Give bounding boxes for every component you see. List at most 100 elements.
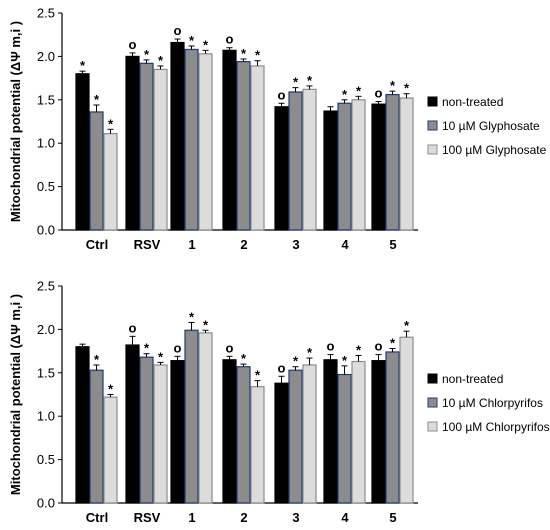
significance-star: * — [293, 75, 299, 90]
x-tick-label: 2 — [240, 510, 247, 525]
y-axis-label: Mitochondrial potential (ΔΨ m,i ) — [8, 21, 23, 222]
significance-star: * — [241, 351, 247, 366]
x-tick-label: Ctrl — [86, 510, 108, 525]
significance-star: * — [404, 318, 410, 333]
legend-entry: non-treated — [442, 95, 503, 109]
bar — [89, 369, 104, 504]
bar — [139, 356, 154, 504]
significance-circle: o — [375, 86, 383, 101]
significance-circle: o — [375, 339, 383, 354]
bar — [153, 364, 168, 504]
significance-star: * — [80, 58, 86, 73]
bar — [125, 55, 140, 231]
significance-star: * — [144, 47, 150, 62]
bar — [337, 373, 352, 504]
significance-star: * — [241, 46, 247, 61]
y-tick-label: 0.0 — [37, 496, 55, 511]
significance-star: * — [203, 317, 209, 332]
y-tick-label: 0.5 — [37, 179, 55, 194]
legend-swatch — [427, 120, 438, 131]
bar — [139, 62, 154, 231]
significance-star: * — [158, 53, 164, 68]
x-tick-label: 1 — [188, 510, 195, 525]
y-tick-label: 2.0 — [37, 49, 55, 64]
bar — [222, 359, 237, 504]
significance-star: * — [293, 354, 299, 369]
bar — [288, 369, 303, 504]
bar — [184, 329, 199, 504]
bar — [170, 41, 185, 231]
bar — [351, 360, 366, 504]
chlorpyrifos-chart: 0.0 0.5 1.0 1.5 2.0 2.5 Mitochondrial potentia… — [8, 279, 550, 526]
significance-star: * — [390, 335, 396, 350]
significance-circle: o — [129, 37, 137, 52]
bar — [75, 346, 90, 504]
significance-circle: o — [174, 340, 182, 355]
legend-entry: 100 µM Chlorpyrifos — [442, 420, 550, 434]
significance-star: * — [342, 87, 348, 102]
significance-circle: o — [129, 320, 137, 335]
x-tick-label: Ctrl — [86, 237, 108, 252]
bar — [302, 364, 317, 504]
bar — [236, 61, 251, 231]
x-tick-label: 2 — [240, 237, 247, 252]
bar — [89, 111, 104, 231]
significance-star: * — [390, 78, 396, 93]
bar — [385, 351, 400, 504]
x-tick-label: 5 — [389, 510, 396, 525]
x-tick-label: 3 — [292, 237, 299, 252]
bar — [288, 91, 303, 231]
significance-star: * — [94, 352, 100, 367]
significance-circle: o — [174, 23, 182, 38]
x-tick-label: 5 — [389, 237, 396, 252]
bar — [250, 65, 265, 231]
y-tick-label: 1.5 — [37, 365, 55, 380]
significance-star: * — [108, 382, 114, 397]
significance-star: * — [307, 73, 313, 88]
legend-swatch — [427, 373, 438, 384]
legend-swatch — [427, 144, 438, 155]
legend-entry: 100 µM Glyphosate — [442, 143, 547, 157]
legend-swatch — [427, 421, 438, 432]
significance-star: * — [356, 342, 362, 357]
significance-circle: o — [278, 360, 286, 375]
bar — [103, 396, 118, 504]
bar — [351, 99, 366, 231]
bar — [198, 332, 213, 504]
significance-star: * — [255, 48, 261, 63]
y-tick-label: 1.0 — [37, 136, 55, 151]
legend-swatch — [427, 96, 438, 107]
significance-circle: o — [278, 87, 286, 102]
bar — [125, 344, 140, 504]
x-tick-label: 4 — [341, 237, 349, 252]
bar — [399, 97, 414, 231]
significance-circle: o — [226, 32, 234, 47]
significance-circle: o — [327, 339, 335, 354]
significance-star: * — [108, 116, 114, 131]
legend-entry: 10 µM Chlorpyrifos — [442, 396, 543, 410]
bar — [170, 360, 185, 504]
bar — [371, 360, 386, 504]
bar — [323, 359, 338, 504]
significance-circle: o — [226, 340, 234, 355]
significance-star: * — [158, 349, 164, 364]
bar — [323, 110, 338, 231]
legend-entry: 10 µM Glyphosate — [442, 119, 540, 133]
bar — [184, 48, 199, 231]
bar — [153, 68, 168, 231]
significance-star: * — [189, 309, 195, 324]
y-tick-label: 2.5 — [37, 6, 55, 21]
significance-star: * — [203, 37, 209, 52]
legend-swatch — [427, 397, 438, 408]
significance-star: * — [144, 341, 150, 356]
bar — [399, 336, 414, 504]
bar — [385, 93, 400, 231]
significance-star: * — [94, 92, 100, 107]
significance-star: * — [356, 83, 362, 98]
y-tick-label: 0.0 — [37, 223, 55, 238]
bar — [75, 73, 90, 231]
bar — [103, 133, 118, 231]
significance-star: * — [404, 81, 410, 96]
y-tick-label: 1.5 — [37, 92, 55, 107]
